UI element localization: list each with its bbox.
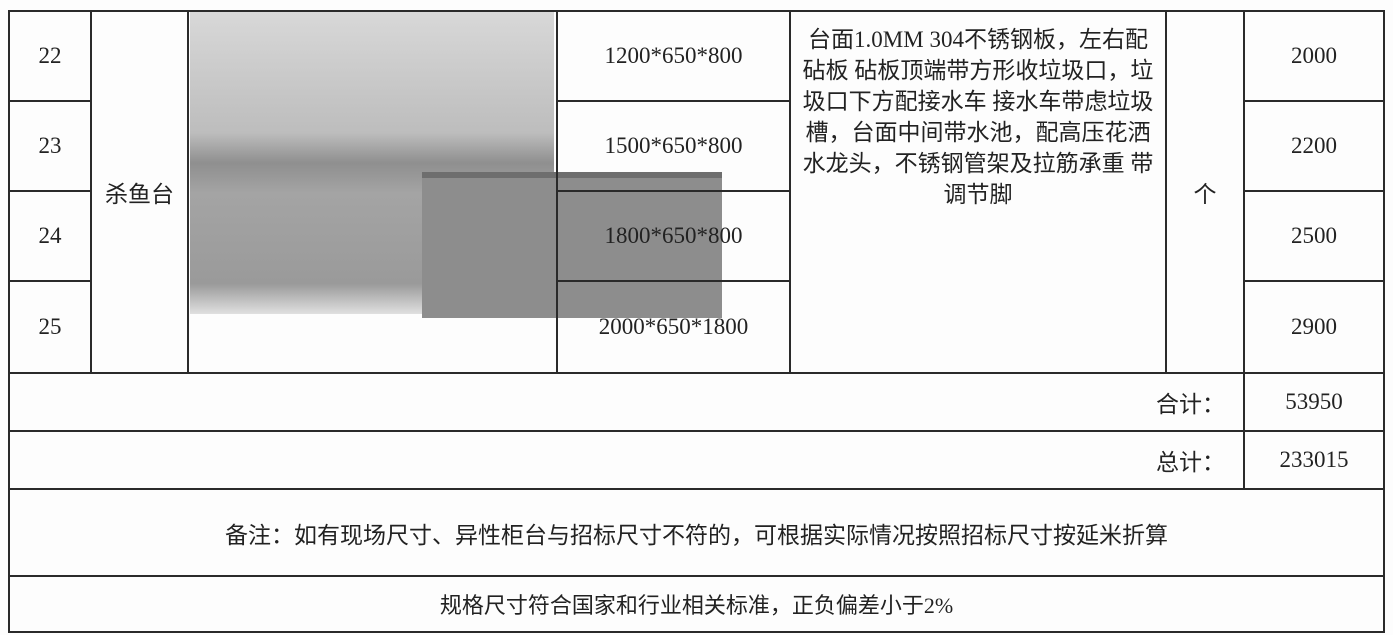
price: 2200 bbox=[1243, 100, 1385, 192]
size: 1200*650*800 bbox=[556, 10, 791, 102]
row-number: 25 bbox=[8, 280, 92, 374]
unit: 个 bbox=[1165, 10, 1245, 374]
size: 2000*650*1800 bbox=[556, 280, 791, 374]
item-name: 杀鱼台 bbox=[90, 10, 189, 374]
size: 1500*650*800 bbox=[556, 100, 791, 192]
product-image bbox=[190, 12, 722, 318]
note: 规格尺寸符合国家和行业相关标准，正负偏差小于2% bbox=[8, 575, 1385, 633]
product-image-body bbox=[422, 172, 722, 318]
size: 1800*650*800 bbox=[556, 190, 791, 282]
note: 备注：如有现场尺寸、异性柜台与招标尺寸不符的，可根据实际情况按照招标尺寸按延米折… bbox=[8, 488, 1385, 577]
row-number: 22 bbox=[8, 10, 92, 102]
row-number: 23 bbox=[8, 100, 92, 192]
subtotal-label: 合计： bbox=[8, 372, 1245, 432]
subtotal: 53950 bbox=[1243, 372, 1385, 432]
row-number: 24 bbox=[8, 190, 92, 282]
total-label: 总计： bbox=[8, 430, 1245, 490]
price: 2000 bbox=[1243, 10, 1385, 102]
description: 台面1.0MM 304不锈钢板，左右配砧板 砧板顶端带方形收垃圾口，垃圾口下方配… bbox=[789, 10, 1167, 374]
price: 2500 bbox=[1243, 190, 1385, 282]
price: 2900 bbox=[1243, 280, 1385, 374]
total: 233015 bbox=[1243, 430, 1385, 490]
